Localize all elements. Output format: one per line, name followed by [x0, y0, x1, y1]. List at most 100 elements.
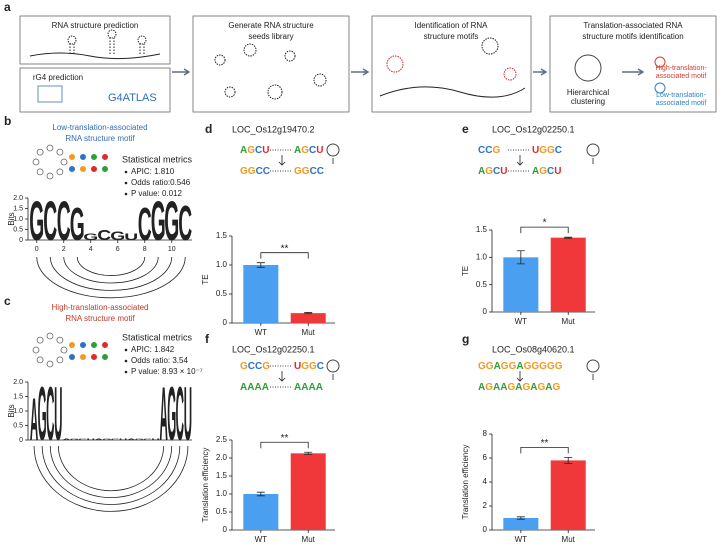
- nucleotide: [101, 353, 109, 361]
- base: G: [538, 382, 546, 393]
- sequence: AAAA: [294, 382, 323, 393]
- significance: **: [541, 438, 549, 449]
- significance-bracket: [260, 252, 309, 259]
- base: C: [255, 145, 262, 156]
- base: C: [256, 166, 263, 177]
- loop: [107, 29, 117, 39]
- y-tick-label: 0.5: [216, 507, 228, 516]
- y-tick-label: 1.0: [216, 260, 228, 269]
- base: G: [309, 361, 317, 372]
- base: U: [500, 166, 507, 177]
- y-tick-label: 6: [483, 453, 488, 462]
- icons: [29, 29, 666, 103]
- loop: [67, 35, 77, 45]
- base: A: [254, 382, 261, 393]
- y-axis-label: TE: [201, 274, 210, 284]
- y-tick-label: 4: [483, 477, 488, 486]
- caption: clustering: [571, 97, 605, 106]
- logo-letter: C: [178, 195, 192, 250]
- logo-letter: G: [70, 438, 79, 440]
- error-bar: [516, 516, 525, 520]
- box-title: RNA structure prediction: [52, 21, 139, 30]
- base: A: [294, 145, 301, 156]
- panel-label: g: [462, 332, 469, 346]
- y-tick-label: 8: [483, 429, 488, 438]
- bar: [243, 265, 279, 323]
- y-tick-label: 0.5: [216, 289, 228, 298]
- sequence: AAAA: [240, 382, 269, 393]
- base: G: [507, 382, 515, 393]
- y-tick-label: 0: [483, 307, 488, 316]
- base: U: [316, 145, 323, 156]
- box: [549, 15, 717, 113]
- base: G: [523, 382, 531, 393]
- box: [19, 15, 171, 65]
- base: A: [493, 382, 500, 393]
- error-bar: [256, 262, 265, 268]
- logo-letter: G: [70, 198, 85, 250]
- gene-id: LOC_Os12g02250.1: [232, 344, 315, 354]
- y-tick-label: 0: [223, 318, 228, 327]
- box-title: seeds library: [248, 32, 293, 41]
- sequence: GGCC: [240, 166, 270, 177]
- logo-letter: U: [54, 370, 62, 457]
- y-tick-label: 0.5: [13, 422, 23, 429]
- base: A: [494, 361, 501, 372]
- error-bar: [564, 457, 573, 464]
- base: G: [485, 166, 493, 177]
- base: G: [301, 145, 309, 156]
- base: U: [294, 361, 301, 372]
- base: G: [539, 361, 547, 372]
- base-pair-arc: [49, 445, 173, 499]
- bar: [550, 460, 586, 530]
- base: C: [310, 166, 317, 177]
- significance: *: [543, 218, 547, 229]
- box: [192, 15, 350, 113]
- base: A: [262, 382, 269, 393]
- error-bar: [256, 491, 265, 497]
- bar: [503, 518, 539, 530]
- x-tick-label: WT: [515, 535, 528, 544]
- nucleotide: [56, 168, 64, 176]
- tool-name: G4ATLAS: [108, 92, 157, 104]
- sequence: AGCU: [532, 166, 561, 177]
- logo-letter: U: [87, 438, 95, 440]
- sequence: AGCU: [478, 166, 507, 177]
- base: U: [532, 145, 539, 156]
- loop: [137, 35, 147, 45]
- caption: Hierarchical: [567, 88, 609, 97]
- logo-letter: U: [124, 232, 138, 242]
- base-pair-arc: [33, 445, 189, 512]
- logo-letter: C: [111, 438, 119, 440]
- logo-letter: G: [135, 438, 144, 440]
- bullet: [124, 181, 128, 185]
- panel-label: d: [205, 122, 212, 136]
- box: [19, 67, 171, 113]
- panel-label: a: [4, 0, 11, 14]
- logo-letter: G: [167, 370, 176, 457]
- box-title: Generate RNA structure: [228, 21, 314, 30]
- logo-letter: G: [151, 189, 166, 252]
- bar: [503, 257, 539, 312]
- base: A: [530, 382, 537, 393]
- y-tick-label: 1.5: [13, 393, 23, 400]
- logo-letter: U: [151, 438, 159, 440]
- panel-title: RNA structure motif: [65, 134, 135, 143]
- base: G: [486, 361, 494, 372]
- seed: [267, 84, 283, 100]
- y-tick-label: 0.5: [476, 280, 488, 289]
- sequence: GGCC: [294, 166, 324, 177]
- x-tick-label: WT: [255, 535, 268, 544]
- base-pair-arc: [49, 256, 173, 291]
- y-tick-label: 0: [19, 237, 23, 244]
- nucleotide: [90, 165, 98, 173]
- logo-letter: C: [176, 370, 184, 457]
- x-tick-label: Mut: [562, 317, 576, 326]
- base: G: [240, 361, 248, 372]
- error-bar: [304, 451, 313, 455]
- y-axis-label: Bits: [7, 212, 16, 225]
- y-tick-label: 2.0: [13, 379, 23, 386]
- arrow: [278, 371, 286, 382]
- seed: [243, 43, 257, 57]
- metric: APIC: 1.810: [131, 167, 175, 176]
